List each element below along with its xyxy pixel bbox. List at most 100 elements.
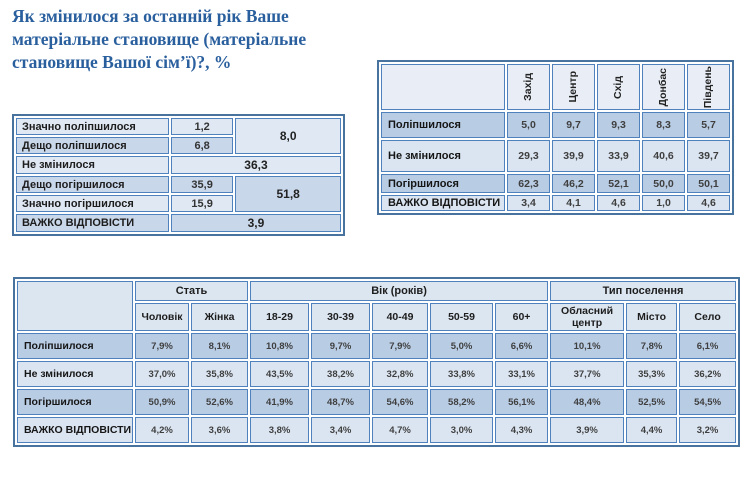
- demo-value-cell: 3,4%: [311, 417, 371, 444]
- summary-row: Дещо погіршилося 35,9 51,8: [16, 176, 341, 212]
- summary-row: Дещо поліпшилося 6,8: [16, 137, 341, 154]
- region-value-cell: 40,6: [642, 140, 685, 173]
- region-column-header: Донбас: [642, 64, 685, 111]
- region-value-cell: 4,6: [597, 195, 640, 212]
- demo-value-cell: 4,7%: [372, 417, 429, 444]
- demo-column-header: Жінка: [191, 303, 249, 332]
- demo-value-cell: 38,2%: [311, 361, 371, 388]
- region-value-cell: 9,3: [597, 112, 640, 139]
- summary-value-cell: 1,2: [170, 118, 234, 135]
- demo-value-cell: 3,2%: [679, 417, 737, 444]
- demo-column-header: Місто: [626, 303, 678, 332]
- summary-row-label: Дещо поліпшилося: [16, 137, 169, 154]
- region-value-cell: 3,4: [507, 195, 550, 212]
- demo-value-cell: 6,1%: [679, 333, 737, 360]
- page-title: Як змінилося за останній рік Ваше матері…: [12, 6, 307, 72]
- region-header-row: Захід Центр Схід Донбас Південь: [381, 64, 730, 111]
- demo-value-cell: 58,2%: [430, 389, 494, 416]
- demo-column-header: 40-49: [372, 303, 429, 332]
- summary-unchanged-total: 36,3: [170, 156, 341, 174]
- region-data-row: Не змінилося 29,3 39,9 33,9 40,6 39,7: [381, 140, 730, 173]
- region-corner-cell: [381, 64, 505, 111]
- demo-data-row: Поліпшилося 7,9% 8,1% 10,8% 9,7% 7,9% 5,0% 6,6%…: [17, 333, 737, 360]
- demo-value-cell: 5,0%: [430, 333, 494, 360]
- demo-value-cell: 32,8%: [372, 361, 429, 388]
- demo-value-cell: 8,1%: [191, 333, 249, 360]
- demo-column-header: Обласний центр: [550, 303, 625, 332]
- demo-data-row: Погіршилося 50,9% 52,6% 41,9% 48,7% 54,6% 58,2…: [17, 389, 737, 416]
- demo-value-cell: 41,9%: [250, 389, 310, 416]
- demo-value-cell: 56,1%: [495, 389, 549, 416]
- region-value-cell: 39,7: [687, 140, 730, 173]
- demo-value-cell: 35,3%: [626, 361, 678, 388]
- demographics-table: Стать Вік (років) Тип поселення Чоловік Жінк…: [13, 277, 741, 448]
- region-value-cell: 50,1: [687, 174, 730, 194]
- region-value-cell: 4,6: [687, 195, 730, 212]
- demo-value-cell: 6,6%: [495, 333, 549, 360]
- summary-row-label: Не змінилося: [16, 156, 169, 174]
- demo-value-cell: 7,9%: [372, 333, 429, 360]
- demo-group-header: Вік (років): [250, 281, 549, 301]
- demo-value-cell: 37,0%: [135, 361, 189, 388]
- demo-group-header: Тип поселення: [550, 281, 737, 301]
- demo-value-cell: 4,2%: [135, 417, 189, 444]
- demo-column-header: 18-29: [250, 303, 310, 332]
- demo-group-header-row: Стать Вік (років) Тип поселення: [17, 281, 737, 332]
- region-value-cell: 5,0: [507, 112, 550, 139]
- region-data-row: Поліпшилося 5,0 9,7 9,3 8,3 5,7: [381, 112, 730, 139]
- demo-column-header: 50-59: [430, 303, 494, 332]
- demo-column-header: Чоловік: [135, 303, 189, 332]
- demo-value-cell: 48,4%: [550, 389, 625, 416]
- demo-row-label: Поліпшилося: [17, 333, 133, 360]
- summary-row-label: Значно погіршилося: [16, 195, 169, 212]
- demo-column-header: 30-39: [311, 303, 371, 332]
- region-value-cell: 46,2: [552, 174, 595, 194]
- summary-value-cell: 6,8: [170, 137, 234, 154]
- summary-dontknow-total: 3,9: [170, 214, 341, 232]
- demo-value-cell: 3,9%: [550, 417, 625, 444]
- demo-value-cell: 7,8%: [626, 333, 678, 360]
- region-row-label: Погіршилося: [381, 174, 505, 194]
- region-column-header: Схід: [597, 64, 640, 111]
- demo-corner-cell: [17, 281, 133, 332]
- region-column-label: Донбас: [657, 67, 670, 107]
- region-value-cell: 5,7: [687, 112, 730, 139]
- region-value-cell: 29,3: [507, 140, 550, 173]
- region-column-header: Центр: [552, 64, 595, 111]
- region-table: Захід Центр Схід Донбас Південь Поліпшилося 5,…: [377, 60, 734, 216]
- summary-value-cell: 35,9: [170, 176, 234, 193]
- region-value-cell: 33,9: [597, 140, 640, 173]
- demo-data-row: ВАЖКО ВІДПОВІСТИ 4,2% 3,6% 3,8% 3,4% 4,7% 3,0%…: [17, 417, 737, 444]
- summary-improved-total: 8,0: [235, 118, 341, 154]
- demo-value-cell: 33,8%: [430, 361, 494, 388]
- region-data-row: Погіршилося 62,3 46,2 52,1 50,0 50,1: [381, 174, 730, 194]
- demo-value-cell: 4,4%: [626, 417, 678, 444]
- demo-value-cell: 43,5%: [250, 361, 310, 388]
- demo-row-label: Погіршилося: [17, 389, 133, 416]
- demo-data-row: Не змінилося 37,0% 35,8% 43,5% 38,2% 32,8% 33,…: [17, 361, 737, 388]
- demo-value-cell: 50,9%: [135, 389, 189, 416]
- demo-value-cell: 9,7%: [311, 333, 371, 360]
- demo-value-cell: 54,6%: [372, 389, 429, 416]
- demo-column-header: 60+: [495, 303, 549, 332]
- demo-row-label: ВАЖКО ВІДПОВІСТИ: [17, 417, 133, 444]
- demo-value-cell: 4,3%: [495, 417, 549, 444]
- region-row-label: ВАЖКО ВІДПОВІСТИ: [381, 195, 505, 212]
- region-row-label: Не змінилося: [381, 140, 505, 173]
- summary-value-cell: 15,9: [170, 195, 234, 212]
- summary-row: ВАЖКО ВІДПОВІСТИ 3,9: [16, 214, 341, 232]
- region-column-label: Центр: [567, 71, 580, 103]
- demo-value-cell: 33,1%: [495, 361, 549, 388]
- summary-row-label: Значно поліпшилося: [16, 118, 169, 135]
- demo-value-cell: 3,8%: [250, 417, 310, 444]
- summary-row: Значно погіршилося 15,9: [16, 195, 341, 212]
- demo-value-cell: 35,8%: [191, 361, 249, 388]
- demo-group-header: Стать: [135, 281, 249, 301]
- region-value-cell: 8,3: [642, 112, 685, 139]
- region-value-cell: 50,0: [642, 174, 685, 194]
- demo-value-cell: 54,5%: [679, 389, 737, 416]
- region-value-cell: 9,7: [552, 112, 595, 139]
- region-value-cell: 1,0: [642, 195, 685, 212]
- demo-column-header-row: Чоловік Жінка 18-29 30-39 40-49 50-59 60+ Облас…: [17, 303, 737, 332]
